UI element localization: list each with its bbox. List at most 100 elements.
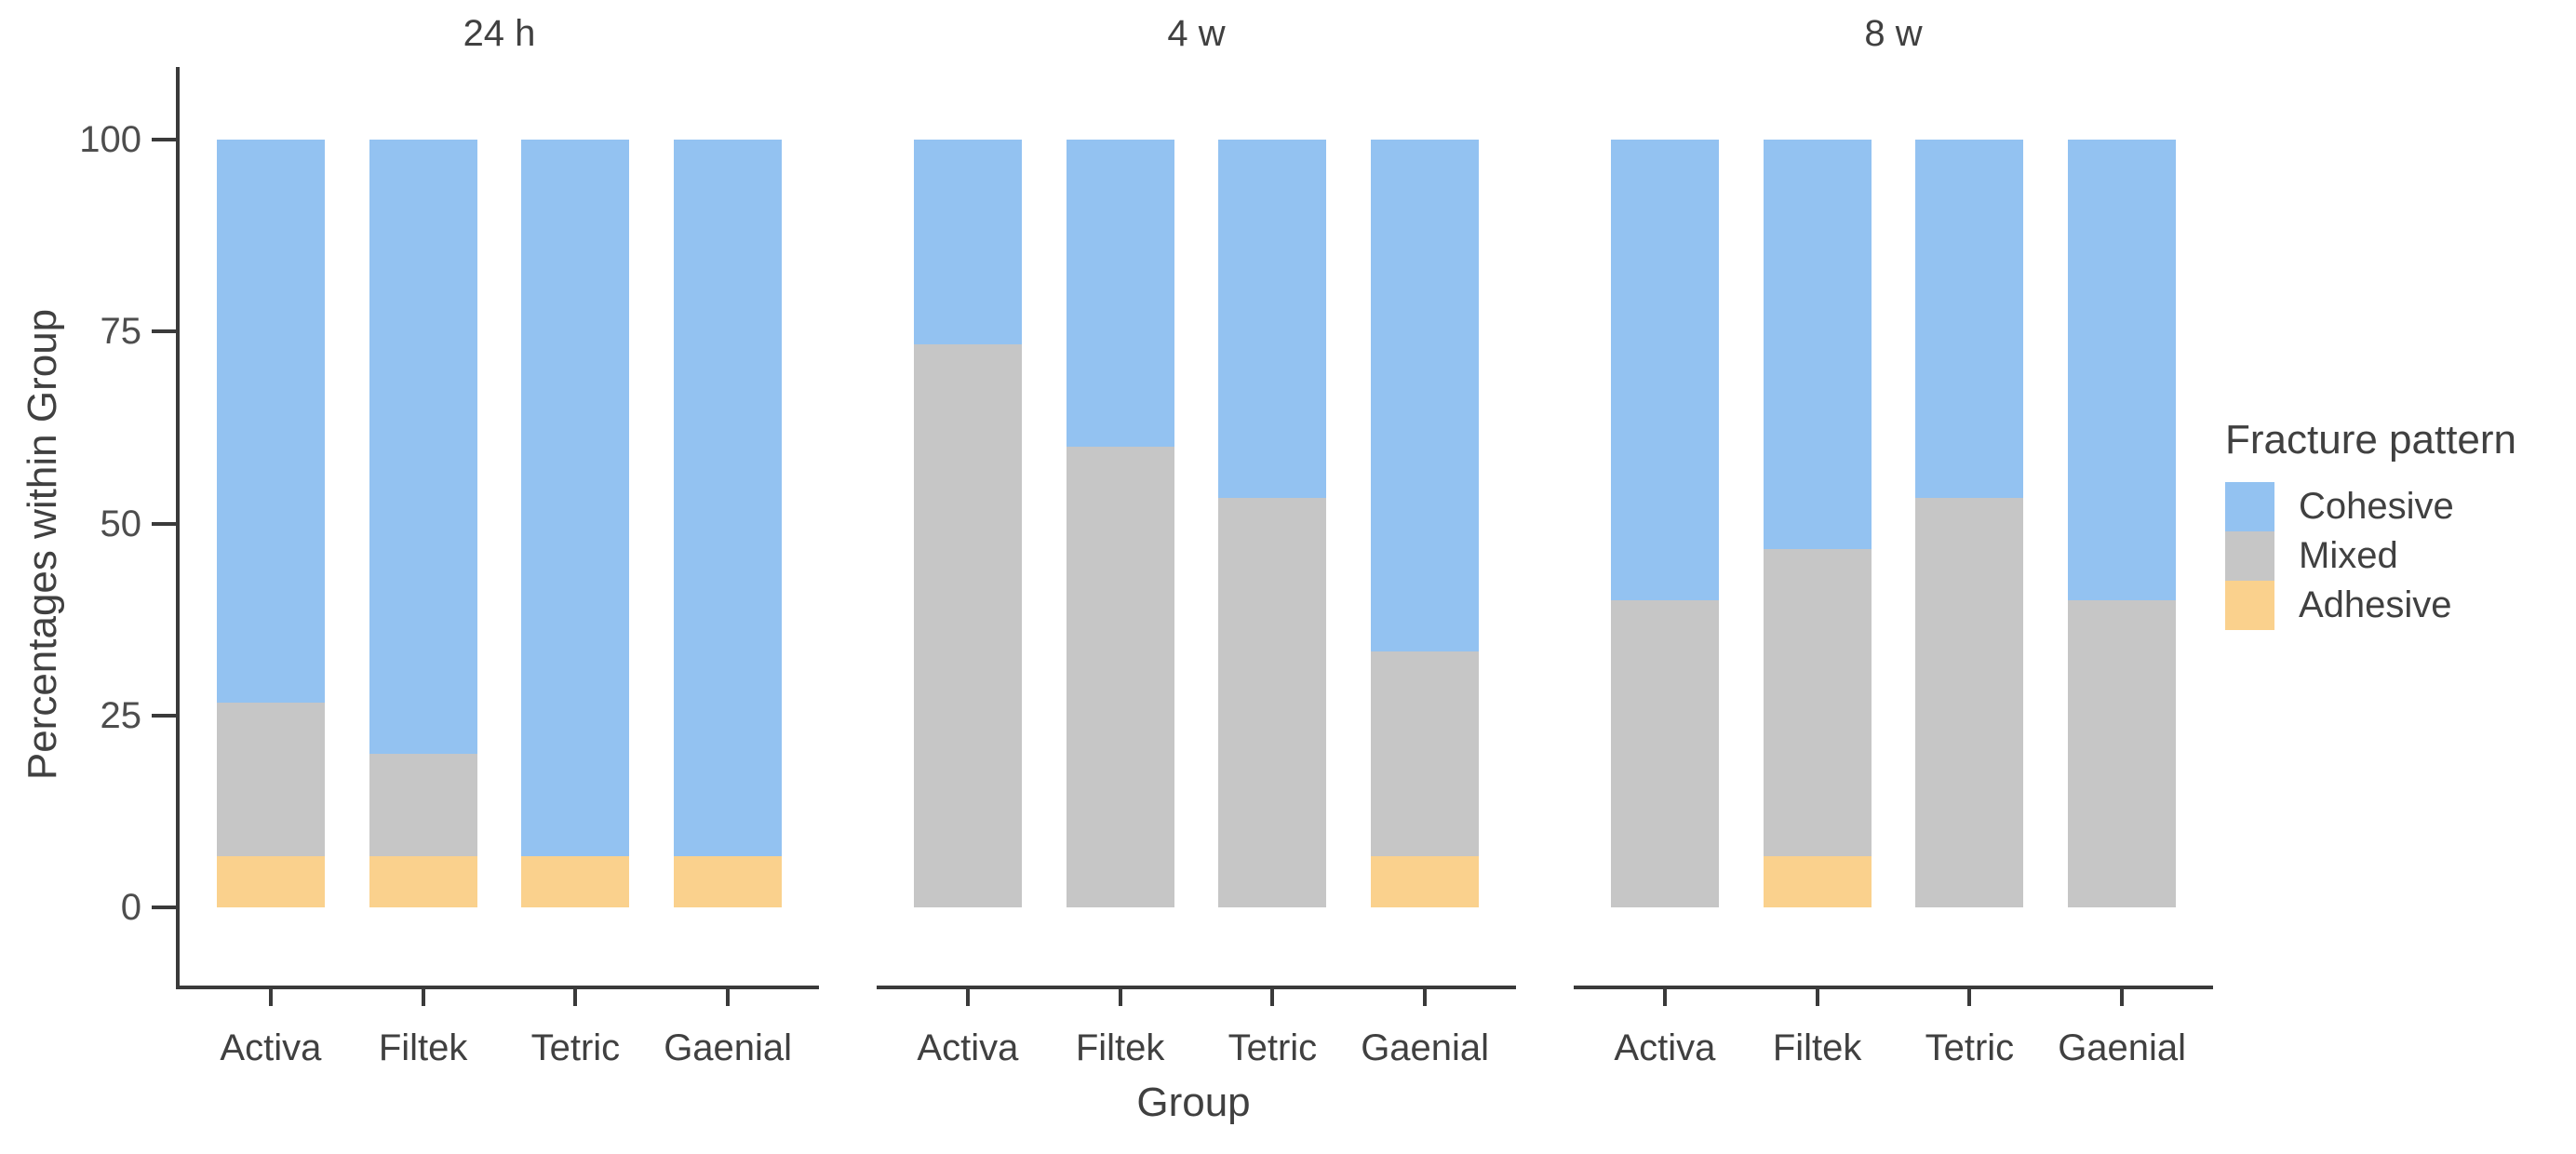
x-category-label: Activa [1614,1027,1716,1068]
legend-item-label: Mixed [2299,535,2398,576]
y-tick-mark [152,329,176,334]
bar-segment-cohesive [521,140,630,856]
stacked-bar-filtek [1763,140,1872,907]
bar-segment-mixed [216,702,325,856]
x-tick-mark [2120,989,2125,1006]
y-tick-label: 50 [100,503,142,544]
facet-panel-body [1574,67,2213,989]
bar-segment-cohesive [216,140,325,703]
facet-panel: 24 h Activa Filtek Tetric Gaenial [180,0,819,1074]
x-axis-slot: Gaenial [1348,989,1501,1074]
bar-segment-cohesive [1066,140,1174,447]
bar-slot [892,140,1044,907]
legend-key-swatch [2225,482,2274,531]
legend-item-label: Adhesive [2299,584,2452,625]
y-tick-mark [152,906,176,909]
x-axis-slot: Filtek [1044,989,1197,1074]
x-category-label: Filtek [1772,1027,1862,1068]
stacked-bar-tetric [1218,140,1327,907]
facet-panel: 8 w Activa Filtek Tetric Gaenial [1574,0,2213,1074]
bar-segment-mixed [913,344,1022,907]
x-tick-mark [1662,989,1667,1006]
bar-segment-mixed [1218,498,1327,907]
stacked-bar-gaenial [2068,140,2177,907]
bar-segment-adhesive [1763,855,1872,907]
bar-segment-cohesive [1915,140,2024,499]
stacked-bar-gaenial [1371,140,1480,907]
x-axis-title: Group [1136,1080,1251,1125]
facet-panel-body [180,67,819,989]
stacked-bar-tetric [521,140,630,907]
bar-segment-mixed [1371,651,1480,856]
bar-segment-cohesive [674,140,783,856]
bar-segment-mixed [1610,600,1719,907]
bars-container [892,140,1501,907]
bar-slot [1348,140,1501,907]
bar-segment-mixed [1066,447,1174,907]
facet-panels: 24 h Activa Filtek Tetric Gaenial 4 w Activa Fi… [180,0,2213,1074]
x-axis-band: Activa Filtek Tetric Gaenial [180,989,819,1074]
x-category-label: Filtek [378,1027,468,1068]
x-tick-mark [1815,989,1819,1006]
x-tick-mark [268,989,273,1006]
x-category-label: Activa [220,1027,322,1068]
bar-slot [500,140,652,907]
y-tick-label: 0 [120,887,141,928]
x-axis-slot: Gaenial [651,989,804,1074]
x-tick-mark [965,989,970,1006]
legend-item: Cohesive [2225,482,2516,531]
bar-segment-mixed [369,754,477,856]
stacked-bar-tetric [1915,140,2024,907]
y-tick-mark [152,521,176,526]
x-tick-mark [573,989,578,1006]
y-tick-mark [152,138,176,141]
x-axis-slot: Tetric [500,989,652,1074]
x-category-label: Tetric [530,1027,621,1068]
legend: Fracture pattern Cohesive Mixed Adhesive [2225,415,2516,630]
x-axis-slot: Filtek [347,989,500,1074]
stacked-bar-filtek [369,140,477,907]
x-tick-mark [1967,989,1972,1006]
x-category-label: Tetric [1925,1027,2015,1068]
bar-segment-cohesive [1610,140,1719,600]
bar-segment-adhesive [674,855,783,907]
bar-segment-mixed [1763,548,1872,856]
bar-slot [1044,140,1197,907]
x-axis-slot: Activa [892,989,1044,1074]
x-axis-slot: Tetric [1197,989,1349,1074]
bar-segment-adhesive [216,855,325,907]
x-tick-mark [1270,989,1275,1006]
stacked-bar-activa [913,140,1022,907]
x-tick-mark [421,989,425,1006]
facet-title: 8 w [1864,13,1923,54]
bar-segment-cohesive [913,140,1022,345]
bar-segment-cohesive [2068,140,2177,600]
bar-segment-adhesive [521,855,630,907]
y-axis-line [176,67,180,989]
x-tick-mark [726,989,731,1006]
x-tick-mark [1118,989,1122,1006]
legend-title: Fracture pattern [2225,417,2517,463]
stacked-bar-filtek [1066,140,1174,907]
stacked-bar-activa [216,140,325,907]
x-category-label: Gaenial [2058,1027,2187,1068]
bar-segment-adhesive [1371,855,1480,907]
bars-container [1589,140,2198,907]
bar-slot [1197,140,1349,907]
legend-item: Mixed [2225,531,2516,581]
y-tick-mark [152,713,176,718]
x-axis-slot: Activa [1589,989,1741,1074]
x-axis-slot: Gaenial [2046,989,2198,1074]
x-category-label: Filtek [1075,1027,1165,1068]
bar-segment-cohesive [1218,140,1327,499]
x-category-label: Activa [917,1027,1019,1068]
x-axis-slot: Filtek [1741,989,1894,1074]
x-axis-band: Activa Filtek Tetric Gaenial [1574,989,2213,1074]
bars-container [195,140,804,907]
bar-segment-mixed [2068,600,2177,907]
legend-key-swatch [2225,581,2274,630]
bar-slot [195,140,347,907]
bar-segment-mixed [1915,498,2024,907]
legend-item: Adhesive [2225,581,2516,630]
